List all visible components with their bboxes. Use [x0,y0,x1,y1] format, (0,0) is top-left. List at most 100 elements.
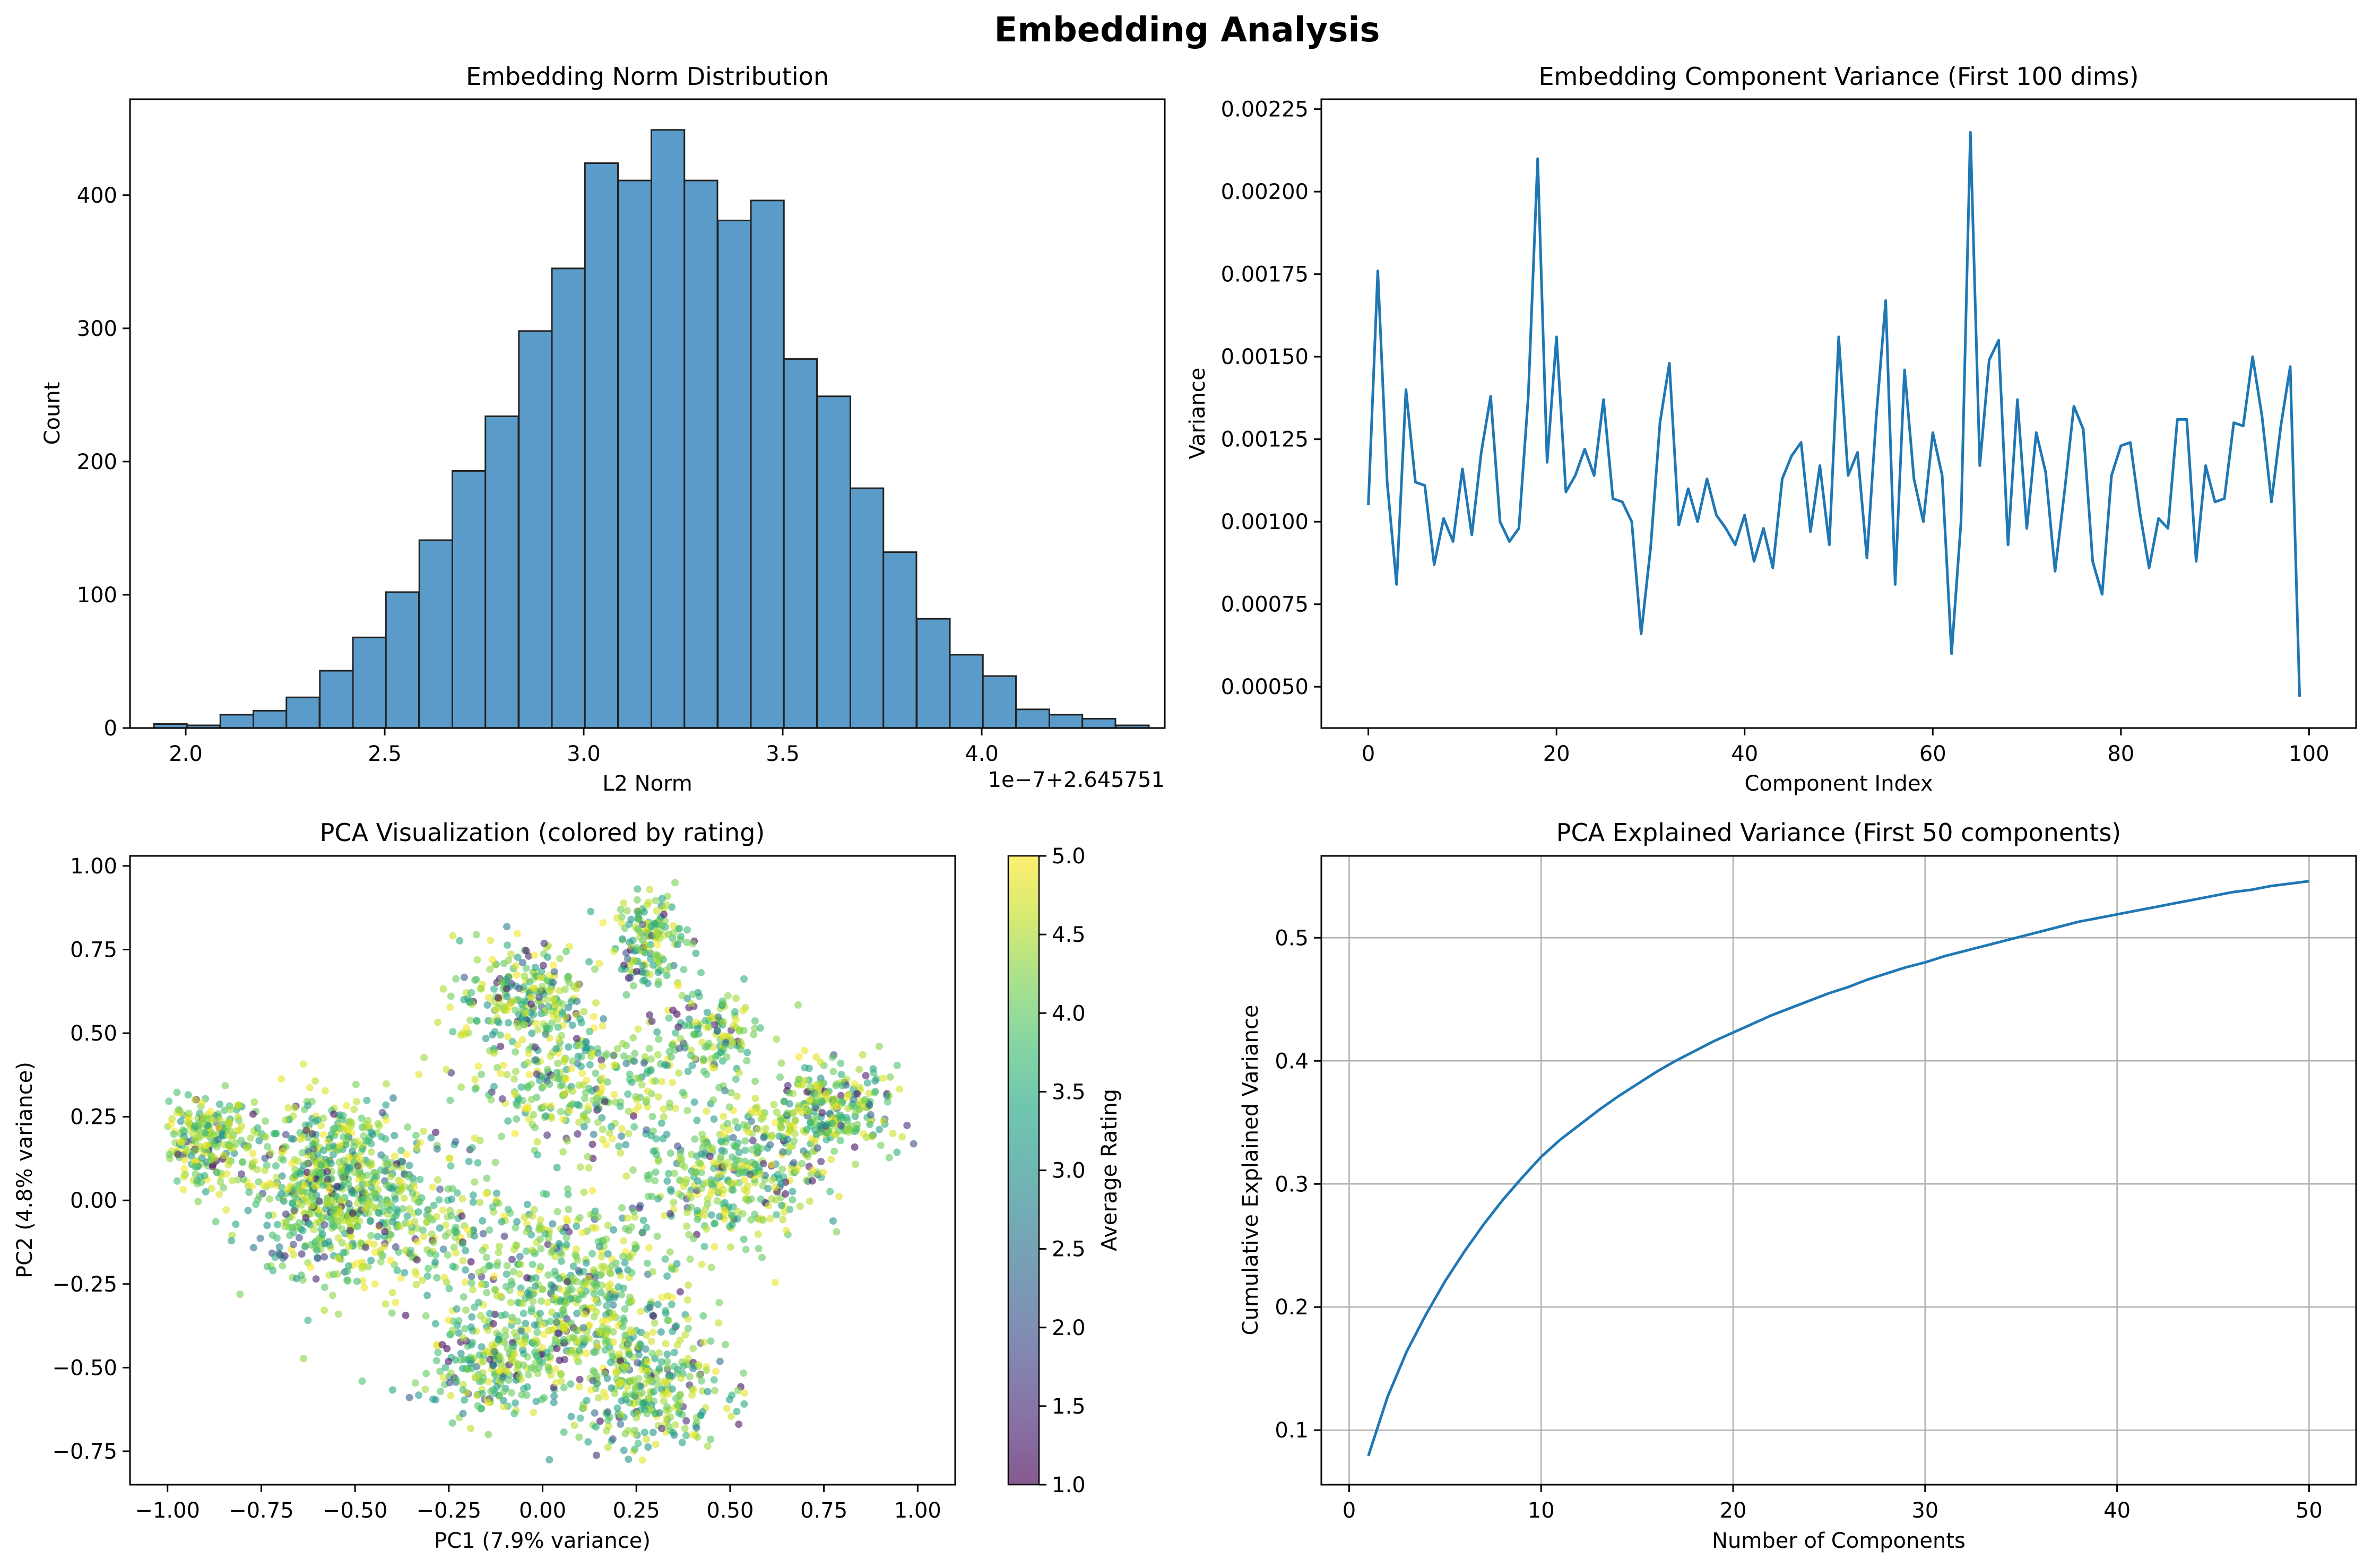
histogram-bar [783,358,818,729]
scatter-point [468,1313,476,1321]
scatter-point [382,1116,390,1124]
scatter-point [508,1313,516,1321]
scatter-point [503,1071,511,1079]
scatter-point [837,1059,845,1067]
scatter-point [813,1090,821,1098]
scatter-point [575,1118,583,1126]
scatter-point [741,1137,749,1145]
scatter-point [721,1162,729,1170]
scatter-point [515,984,523,992]
scatter-point [655,1365,663,1373]
scatter-point [670,929,678,937]
scatter-point [202,1188,210,1196]
scatter-point [546,1025,553,1033]
histogram-bar [385,591,420,729]
scatter-point [607,1123,615,1131]
scatter-point [299,1133,307,1141]
scatter-point [508,1255,516,1263]
scatter-point [419,1226,427,1234]
x-tick-label: 30 [1911,1498,1938,1523]
scatter-point [580,1404,588,1411]
scatter-point [709,1064,717,1072]
scatter-point [374,1120,382,1128]
scatter-point [483,1253,490,1261]
scatter-point [647,1055,655,1063]
scatter-point [529,1212,536,1220]
scatter-point [411,1379,419,1387]
scatter-point [539,1344,547,1352]
scatter-point [658,1078,666,1086]
y-tick-label: 0.3 [1275,1172,1309,1197]
scatter-point [273,1220,281,1228]
scatter-point [733,1215,741,1223]
scatter-point [427,1134,435,1142]
scatter-point [729,1039,737,1047]
scatter-point [496,1353,504,1361]
scatter-point [431,1320,439,1328]
scatter-point [844,1104,852,1112]
scatter-point [744,1128,752,1136]
scatter-point [545,1366,553,1374]
scatter-point [621,1259,629,1267]
scatter-point [739,1168,747,1176]
scatter-point [348,1189,356,1197]
scatter-point [287,1134,295,1142]
scatter-point [732,1075,740,1083]
histogram-bar [319,670,354,729]
scatter-point [374,1209,382,1217]
scatter-point [220,1106,228,1114]
scatter-point [512,1068,520,1076]
scatter-point [691,1018,699,1026]
scatter-point [514,1041,522,1049]
scatter-point [191,1163,199,1171]
scatter-point [562,1234,570,1242]
scatter-point [609,1328,617,1336]
histogram-bar [518,330,553,729]
histogram-bar [683,179,718,729]
scatter-point [462,1306,470,1314]
scatter-point [465,998,473,1006]
scatter-point [486,1310,494,1318]
scatter-point [498,1095,506,1103]
scatter-point [471,1232,479,1240]
scatter-point [724,1120,732,1128]
scatter-point [837,1091,845,1099]
scatter-point [569,1262,577,1270]
scatter-point [444,1251,452,1259]
scatter-point [806,1096,814,1104]
scatter-point [504,1117,512,1125]
scatter-point [676,1176,683,1184]
scatter-point [592,1283,600,1290]
scatter-point [551,1365,559,1373]
scatter-point [604,1408,612,1416]
colorbar-tick-label: 3.0 [1052,1159,1086,1183]
scatter-point [383,1181,391,1189]
scatter-point [654,1301,662,1309]
scatter-point [489,1203,497,1211]
scatter-point [536,1310,544,1318]
scatter-point [531,1340,539,1348]
scatter-point [742,1245,750,1253]
scatter-point [574,981,582,989]
scatter-point [432,1212,440,1220]
scatter-point [613,914,621,922]
y-tick-label: 400 [77,184,117,208]
scatter-point [299,1060,307,1068]
y-axis-label: PC2 (4.8% variance) [13,1062,37,1278]
scatter-point [318,1231,326,1238]
scatter-point [727,1413,735,1420]
scatter-point [735,1420,743,1428]
scatter-point [667,1188,675,1196]
scatter-point [511,1130,519,1138]
scatter-point [536,1216,544,1224]
scatter-point [500,1232,508,1240]
scatter-point [584,1275,592,1282]
scatter-point [516,1270,524,1278]
scatter-point [497,978,505,986]
axes-border [129,855,956,1486]
scatter-point [630,1208,638,1216]
scatter-point [653,907,661,915]
scatter-point [447,992,455,1000]
scatter-point [232,1140,240,1148]
x-tick-label: 20 [1720,1498,1747,1523]
